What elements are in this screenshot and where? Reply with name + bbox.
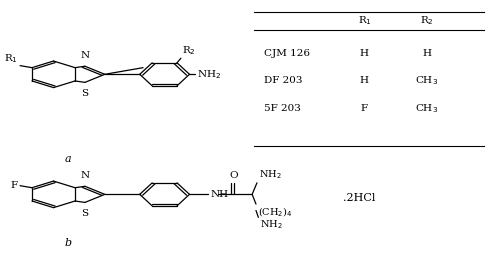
- Text: .2HCl: .2HCl: [343, 193, 375, 203]
- Text: S: S: [82, 89, 88, 98]
- Text: S: S: [82, 209, 88, 218]
- Text: R$_1$: R$_1$: [4, 52, 18, 64]
- Text: H: H: [360, 49, 369, 58]
- Text: CH$_3$: CH$_3$: [415, 74, 438, 87]
- Text: b: b: [64, 238, 72, 248]
- Text: NH$_2$: NH$_2$: [260, 219, 283, 232]
- Text: DF 203: DF 203: [264, 76, 302, 85]
- Text: F: F: [361, 104, 368, 113]
- Text: CH$_3$: CH$_3$: [415, 102, 438, 115]
- Text: 5F 203: 5F 203: [264, 104, 301, 113]
- Text: R$_2$: R$_2$: [420, 14, 434, 27]
- Text: H: H: [360, 76, 369, 85]
- Text: R$_2$: R$_2$: [182, 44, 196, 57]
- Text: R$_1$: R$_1$: [358, 14, 371, 27]
- Text: a: a: [65, 154, 71, 164]
- Text: (CH$_2$)$_4$: (CH$_2$)$_4$: [258, 205, 293, 219]
- Text: N: N: [81, 171, 89, 180]
- Text: CJM 126: CJM 126: [264, 49, 310, 58]
- Text: O: O: [230, 170, 238, 180]
- Text: NH: NH: [210, 190, 228, 199]
- Text: N: N: [81, 51, 89, 60]
- Text: F: F: [10, 181, 18, 190]
- Text: NH$_2$: NH$_2$: [197, 68, 221, 81]
- Text: NH$_2$: NH$_2$: [259, 168, 282, 181]
- Text: H: H: [422, 49, 431, 58]
